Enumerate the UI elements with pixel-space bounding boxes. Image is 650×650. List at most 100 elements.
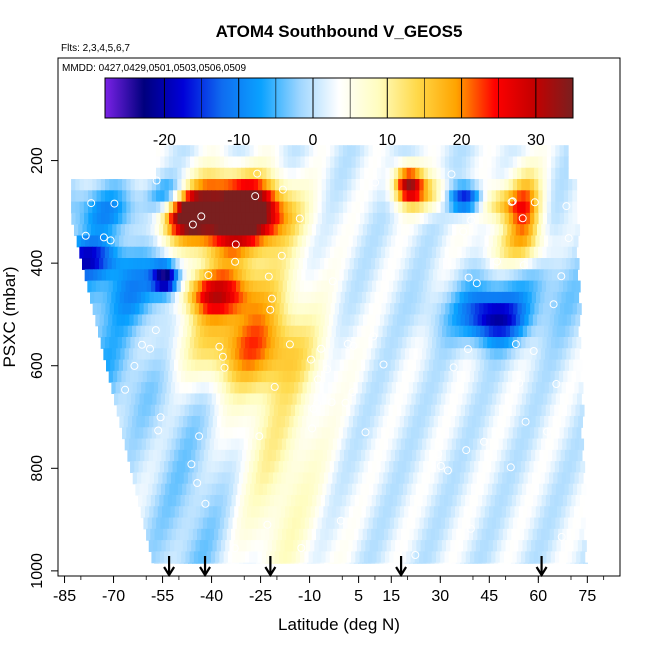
heatmap-cell xyxy=(96,201,102,214)
heatmap-cell xyxy=(495,370,501,383)
heatmap-cell xyxy=(505,415,511,428)
heatmap-cell xyxy=(226,348,232,361)
x-tick-label: 15 xyxy=(382,588,400,605)
heatmap-cell xyxy=(509,393,514,406)
heatmap-cell xyxy=(115,382,121,395)
heatmap-cell xyxy=(423,551,429,564)
heatmap-cell xyxy=(455,348,461,361)
heatmap-cell xyxy=(175,472,181,485)
heatmap-cell xyxy=(413,472,418,485)
heatmap-cell xyxy=(208,506,214,519)
heatmap-cell xyxy=(470,190,476,203)
heatmap-cell xyxy=(370,291,376,304)
heatmap-cell xyxy=(275,517,280,530)
heatmap-cell xyxy=(427,370,433,383)
heatmap-cell xyxy=(209,528,215,541)
heatmap-cell xyxy=(195,415,201,428)
heatmap-cell xyxy=(509,483,515,496)
heatmap-cell xyxy=(334,179,340,191)
heatmap-cell xyxy=(537,370,543,383)
heatmap-cell xyxy=(160,167,166,180)
heatmap-cell xyxy=(149,472,155,485)
heatmap-cell xyxy=(198,201,204,214)
heatmap-cell xyxy=(550,246,556,259)
heatmap-cell xyxy=(474,551,480,564)
heatmap-cell xyxy=(445,212,450,225)
heatmap-cell xyxy=(226,528,232,541)
heatmap-cell xyxy=(451,562,457,564)
heatmap-cell xyxy=(246,540,252,552)
heatmap-cell xyxy=(573,269,578,282)
heatmap-cell xyxy=(367,370,373,383)
heatmap-cell xyxy=(285,562,291,564)
heatmap-cell xyxy=(192,258,198,270)
heatmap-cell xyxy=(457,145,463,158)
heatmap-cell xyxy=(566,258,572,270)
heatmap-cell xyxy=(227,314,232,327)
heatmap-cell xyxy=(156,179,161,191)
heatmap-cell xyxy=(241,393,247,406)
heatmap-cell xyxy=(236,167,242,180)
heatmap-cell xyxy=(368,427,374,440)
heatmap-cell xyxy=(173,393,179,406)
heatmap-cell xyxy=(306,235,311,248)
heatmap-cell xyxy=(461,370,467,383)
heatmap-cell xyxy=(402,246,407,259)
measurement-marker xyxy=(341,398,350,407)
heatmap-cell xyxy=(511,438,517,451)
heatmap-cell xyxy=(207,359,213,372)
heatmap-cell xyxy=(491,303,497,316)
heatmap-cell xyxy=(167,314,173,327)
heatmap-cell xyxy=(551,393,557,406)
heatmap-cell xyxy=(367,461,373,473)
heatmap-cell xyxy=(211,427,217,440)
heatmap-cell xyxy=(525,212,531,225)
heatmap-cell xyxy=(288,540,294,552)
heatmap-cell xyxy=(252,280,258,293)
heatmap-cell xyxy=(181,461,186,473)
heatmap-cell xyxy=(426,224,432,237)
heatmap-cell xyxy=(457,517,463,530)
heatmap-cell xyxy=(568,269,574,282)
heatmap-cell xyxy=(156,269,162,282)
heatmap-cell xyxy=(199,235,205,248)
heatmap-cell xyxy=(453,145,459,158)
heatmap-cell xyxy=(302,348,308,361)
heatmap-cell xyxy=(337,528,343,541)
heatmap-cell xyxy=(497,540,502,552)
heatmap-cell xyxy=(416,235,422,248)
heatmap-cell xyxy=(221,291,227,304)
heatmap-cell xyxy=(245,145,251,158)
heatmap-cell xyxy=(371,314,377,327)
heatmap-cell xyxy=(283,212,289,225)
heatmap-cell xyxy=(159,370,165,383)
heatmap-cell xyxy=(340,562,346,564)
heatmap-cell xyxy=(345,438,351,451)
heatmap-cell xyxy=(400,438,406,451)
heatmap-cell xyxy=(264,472,270,485)
heatmap-cell xyxy=(316,461,322,473)
heatmap-cell xyxy=(525,461,530,473)
heatmap-cell xyxy=(357,325,362,338)
heatmap-cell xyxy=(104,280,110,293)
heatmap-cell xyxy=(236,337,242,349)
heatmap-cell xyxy=(126,246,131,259)
heatmap-cell xyxy=(391,291,397,304)
heatmap-cell xyxy=(283,179,289,191)
heatmap-cell xyxy=(444,156,450,169)
heatmap-cell xyxy=(341,258,346,270)
heatmap-cell xyxy=(494,314,500,327)
heatmap-cell xyxy=(467,235,473,248)
heatmap-cell xyxy=(198,156,204,169)
heatmap-cell xyxy=(489,258,495,270)
heatmap-cell xyxy=(198,461,203,473)
heatmap-cell xyxy=(415,337,420,349)
heatmap-cell xyxy=(272,415,278,428)
heatmap-cell xyxy=(526,483,532,496)
heatmap-cell xyxy=(211,145,217,158)
heatmap-cell xyxy=(393,190,399,203)
heatmap-cell xyxy=(165,269,171,282)
heatmap-cell xyxy=(333,314,339,327)
heatmap-cell xyxy=(250,483,255,496)
heatmap-cell xyxy=(168,551,174,564)
